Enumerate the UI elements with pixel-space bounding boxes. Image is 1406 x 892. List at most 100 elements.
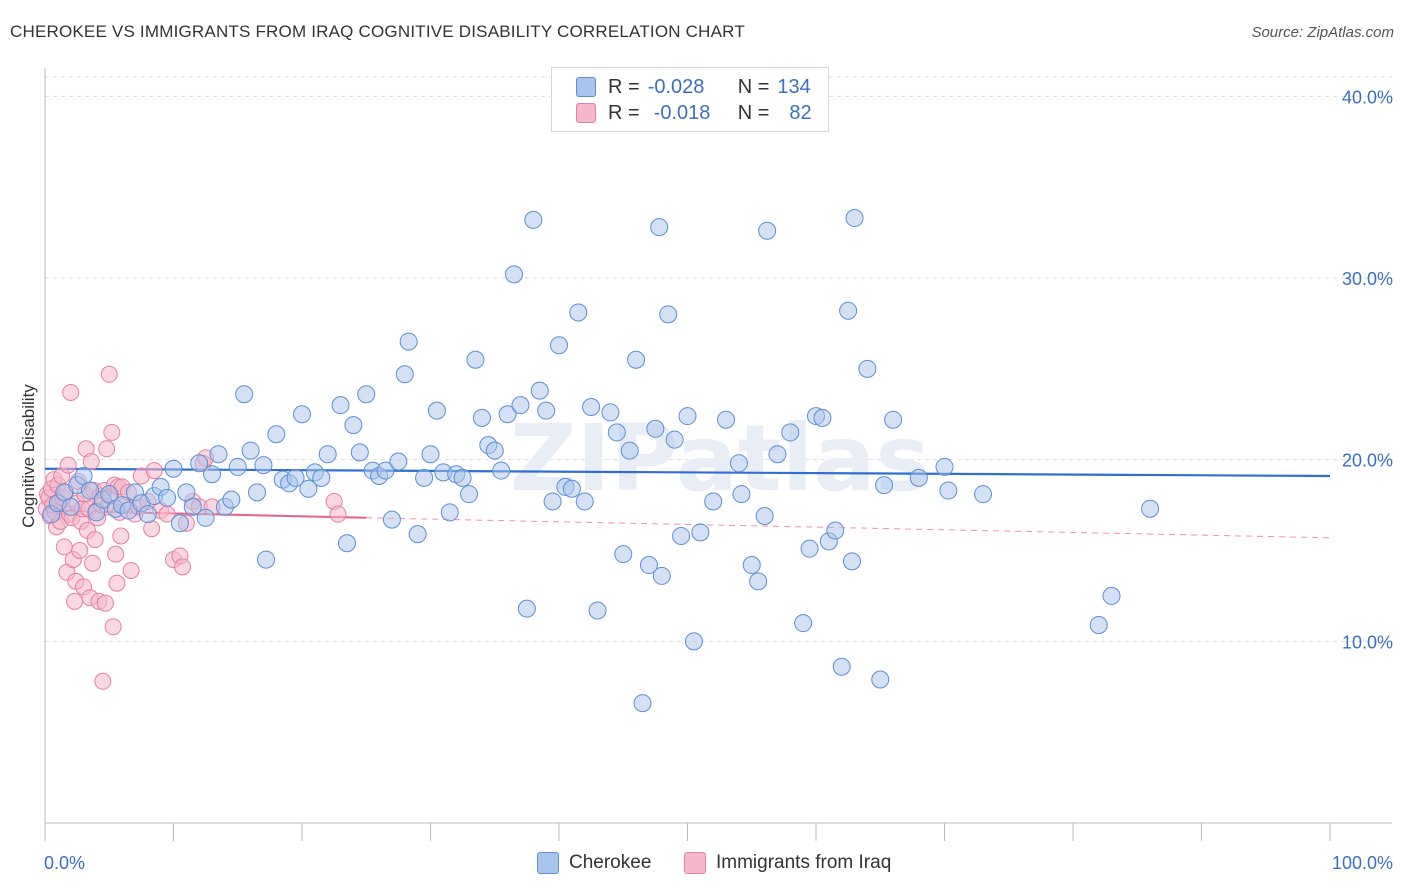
data-point-cherokee (781, 423, 800, 442)
data-point-cherokee (909, 468, 928, 487)
chart-title: CHEROKEE VS IMMIGRANTS FROM IRAQ COGNITI… (10, 22, 745, 41)
trend-line-iraq-extension (366, 517, 1331, 539)
n-value: 134 (777, 75, 811, 98)
data-point-cherokee (939, 481, 958, 500)
data-point-cherokee (61, 497, 80, 516)
data-point-cherokee (794, 614, 813, 633)
data-point-cherokee (646, 419, 665, 438)
data-point-cherokee (453, 468, 472, 487)
data-point-cherokee (318, 445, 337, 464)
data-point-cherokee (505, 265, 524, 284)
data-point-cherokee (196, 508, 215, 527)
data-point-cherokee (717, 410, 736, 429)
n-label: N = (737, 75, 770, 98)
data-point-cherokee (1089, 615, 1108, 634)
data-point-cherokee (672, 526, 691, 545)
tick-labels: 10.0% 20.0% 30.0% 40.0% 0.0% 100.0% (44, 87, 1393, 873)
y-axis-label: Cognitive Disability (19, 384, 38, 528)
data-point-cherokee (768, 445, 787, 464)
data-point-iraq (103, 423, 121, 441)
pink-swatch (684, 852, 706, 874)
grid-lines (45, 76, 1392, 642)
data-point-cherokee (627, 350, 646, 369)
data-point-cherokee (299, 479, 318, 498)
data-point-iraq (98, 440, 116, 458)
data-point-iraq (59, 456, 77, 474)
legend-item-cherokee: Cherokee (537, 852, 651, 874)
data-point-cherokee (389, 452, 408, 471)
data-point-cherokee (164, 459, 183, 478)
data-point-cherokee (742, 556, 761, 575)
data-point-cherokee (858, 359, 877, 378)
data-point-cherokee (492, 461, 511, 480)
data-point-cherokee (248, 483, 267, 502)
data-point-cherokee (569, 303, 588, 322)
data-point-iraq (82, 452, 100, 470)
data-point-cherokee (472, 408, 491, 427)
data-point-cherokee (524, 210, 543, 229)
data-point-cherokee (183, 497, 202, 516)
data-point-cherokee (845, 209, 864, 228)
data-point-cherokee (254, 456, 273, 475)
data-point-cherokee (1141, 499, 1160, 518)
data-point-cherokee (530, 381, 549, 400)
data-point-cherokee (537, 401, 556, 420)
data-point-cherokee (1102, 586, 1121, 605)
data-point-cherokee (732, 485, 751, 504)
data-point-iraq (62, 383, 80, 401)
data-point-cherokee (633, 694, 652, 713)
data-point-cherokee (839, 301, 858, 320)
data-point-cherokee (639, 556, 658, 575)
legend-row-iraq: R = -0.018 N = 82 (576, 101, 812, 125)
data-point-cherokee (337, 534, 356, 553)
data-point-iraq (86, 531, 104, 549)
data-point-cherokee (408, 525, 427, 544)
data-point-cherokee (190, 454, 209, 473)
y-tick-label: 20.0% (1342, 451, 1393, 471)
data-point-cherokee (562, 479, 581, 498)
data-point-cherokee (543, 492, 562, 511)
axes (44, 68, 1392, 841)
data-point-iraq (108, 574, 126, 592)
source-label: Source: ZipAtlas.com (1251, 24, 1394, 41)
data-point-cherokee (974, 485, 993, 504)
data-point-iraq (96, 594, 114, 612)
y-tick-label: 30.0% (1342, 269, 1393, 289)
data-point-cherokee (652, 566, 671, 585)
data-point-cherokee (691, 523, 710, 542)
data-point-cherokee (376, 461, 395, 480)
data-point-cherokee (517, 599, 536, 618)
data-point-cherokee (813, 408, 832, 427)
data-point-cherokee (209, 445, 228, 464)
data-point-cherokee (684, 632, 703, 651)
data-point-cherokee (614, 545, 633, 564)
data-point-cherokee (678, 407, 697, 426)
data-point-cherokee (620, 441, 639, 460)
series-cherokee (42, 209, 1160, 713)
data-point-cherokee (241, 441, 260, 460)
data-point-cherokee (832, 657, 851, 676)
data-point-cherokee (399, 332, 418, 351)
y-tick-label: 40.0% (1342, 87, 1393, 107)
y-tick-label: 10.0% (1342, 632, 1393, 652)
data-point-cherokee (607, 423, 626, 442)
data-point-cherokee (729, 454, 748, 473)
data-point-cherokee (659, 305, 678, 324)
r-value: -0.018 (653, 101, 711, 124)
data-point-iraq (84, 554, 102, 572)
legend-label: Cherokee (569, 852, 652, 873)
data-point-iraq (107, 545, 125, 563)
data-point-cherokee (293, 405, 311, 424)
data-point-cherokee (466, 350, 485, 369)
data-point-cherokee (498, 405, 517, 424)
data-point-cherokee (704, 492, 723, 511)
data-point-cherokee (138, 505, 157, 524)
data-point-iraq (173, 558, 191, 576)
data-point-cherokee (257, 550, 276, 569)
blue-swatch (537, 852, 559, 874)
n-label: N = (737, 101, 770, 124)
data-point-cherokee (344, 416, 363, 435)
data-point-iraq (94, 672, 112, 690)
r-label: R = (608, 75, 640, 98)
